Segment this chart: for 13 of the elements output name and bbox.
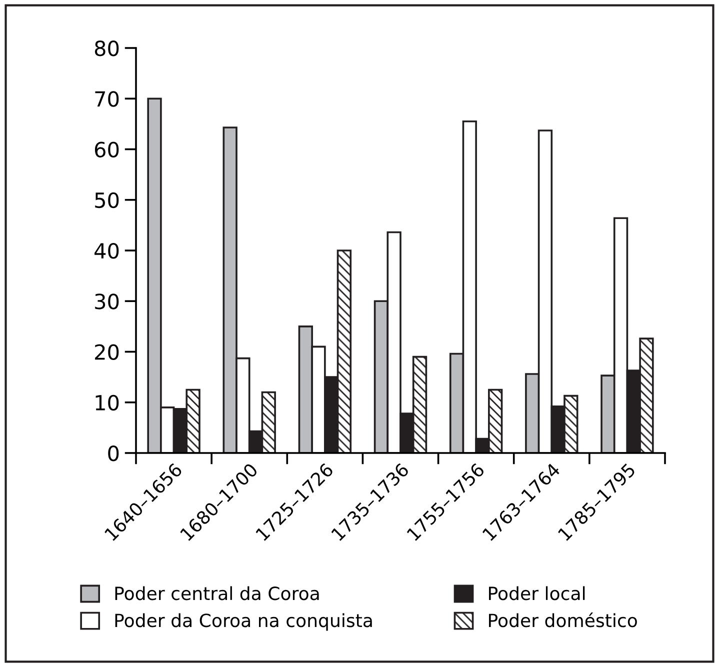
legend-label: Poder doméstico: [489, 612, 637, 628]
y-tick-label: 80: [94, 40, 119, 56]
y-tick-label: 0: [108, 445, 119, 462]
y-tick-label: 40: [94, 242, 119, 259]
y-tick-label: 10: [96, 394, 119, 411]
legend-label: Poder local: [489, 586, 585, 600]
y-tick-label: 60: [94, 142, 119, 158]
y-tick-label: 20: [95, 344, 119, 360]
y-tick-label: 50: [95, 192, 119, 208]
y-tick-label: 30: [95, 294, 119, 310]
legend-label: Poder central da Coroa: [115, 586, 319, 600]
legend-label: Poder da Coroa na conquista: [115, 613, 372, 631]
y-tick-label: 70: [95, 91, 119, 107]
